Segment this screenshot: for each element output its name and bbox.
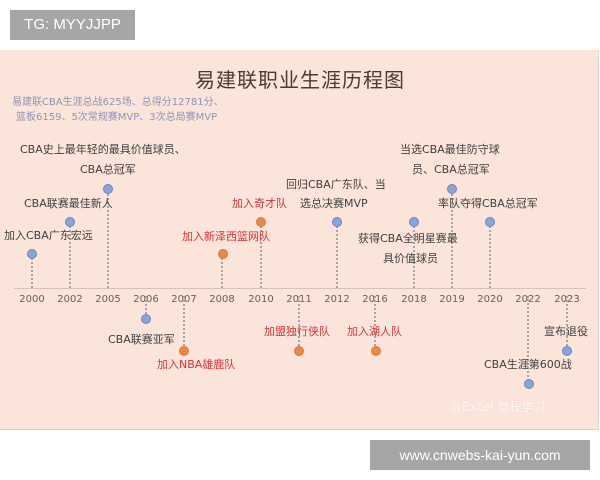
event-label-2022: CBA生涯第600战 (484, 358, 572, 371)
stem-2010 (260, 222, 262, 288)
stem-2023 (566, 296, 568, 350)
event-label-2011: 加盟独行侠队 (264, 325, 330, 338)
event-label-2016: 加入湖人队 (347, 325, 402, 338)
event-marker-2023 (562, 346, 572, 356)
event-marker-2010 (256, 217, 266, 227)
event-marker-2000 (27, 249, 37, 259)
event-label-2018-line2: 具价值球员 (383, 252, 438, 265)
stem-2022 (527, 296, 529, 384)
event-label-2005-line2: CBA总冠军 (80, 163, 136, 176)
event-label-2000: 加入CBA广东宏远 (4, 229, 93, 242)
stem-2007 (183, 296, 185, 350)
event-label-2019-line1: 当选CBA最佳防守球 (400, 143, 500, 156)
year-label: 2019 (439, 294, 465, 305)
year-label: 2020 (477, 294, 503, 305)
event-marker-2018 (409, 217, 419, 227)
event-marker-2002 (65, 217, 75, 227)
event-label-2007: 加入NBA雄鹿队 (157, 358, 236, 371)
year-label: 2010 (248, 294, 274, 305)
url-overlay-label: www.cnwebs-kai-yun.com (370, 440, 590, 470)
event-marker-2011 (294, 346, 304, 356)
event-marker-2008 (218, 249, 228, 259)
timeline-chart-panel (0, 50, 599, 430)
stem-2018 (413, 222, 415, 288)
stem-2011 (298, 296, 300, 350)
stem-2000 (31, 254, 33, 288)
event-label-2005-line1: CBA史上最年轻的最具价值球员、 (20, 143, 186, 156)
event-label-2010: 加入奇才队 (232, 197, 287, 210)
stem-2012 (336, 222, 338, 288)
watermark-text: @Excel 教程学习 (450, 400, 546, 414)
summary-line-1: 易建联CBA生涯总战625场、总得分12781分、 (12, 97, 224, 108)
event-marker-2016 (371, 346, 381, 356)
chart-title: 易建联职业生涯历程图 (195, 68, 405, 92)
summary-line-2: 篮板6159、5次常规赛MVP、3次总局赛MVP (16, 112, 218, 123)
event-marker-2007 (179, 346, 189, 356)
year-label: 2012 (324, 294, 350, 305)
event-marker-2022 (524, 379, 534, 389)
tg-overlay-label: TG: MYYJJPP (10, 10, 135, 40)
career-summary: 易建联CBA生涯总战625场、总得分12781分、 篮板6159、5次常规赛MV… (12, 95, 224, 125)
event-marker-2005 (103, 184, 113, 194)
event-marker-2006 (141, 314, 151, 324)
year-label: 2018 (401, 294, 427, 305)
event-label-2019-line2: 员、CBA总冠军 (412, 163, 490, 176)
event-label-2008: 加入新泽西篮网队 (182, 230, 270, 243)
event-label-2002: CBA联赛最佳新人 (24, 197, 113, 210)
stem-2002 (69, 222, 71, 288)
stem-2008 (221, 254, 223, 288)
timeline-axis (14, 288, 586, 289)
stem-2006 (145, 296, 147, 318)
stem-2005 (107, 189, 109, 288)
event-marker-2012 (332, 217, 342, 227)
event-marker-2020 (485, 217, 495, 227)
year-label: 2008 (209, 294, 235, 305)
event-label-2023: 宣布退役 (544, 325, 588, 338)
year-label: 2005 (95, 294, 121, 305)
stem-2016 (374, 296, 376, 350)
event-label-2012-line1: 回归CBA广东队、当 (286, 178, 386, 191)
event-label-2012-line2: 选总决赛MVP (300, 197, 368, 210)
event-label-2020: 率队夺得CBA总冠军 (438, 197, 538, 210)
stem-2020 (489, 222, 491, 288)
event-marker-2019 (447, 184, 457, 194)
event-label-2006: CBA联赛亚军 (108, 333, 175, 346)
year-label: 2002 (57, 294, 83, 305)
stem-2019 (451, 189, 453, 288)
event-label-2018-line1: 获得CBA全明星赛最 (358, 232, 458, 245)
year-label: 2000 (19, 294, 45, 305)
